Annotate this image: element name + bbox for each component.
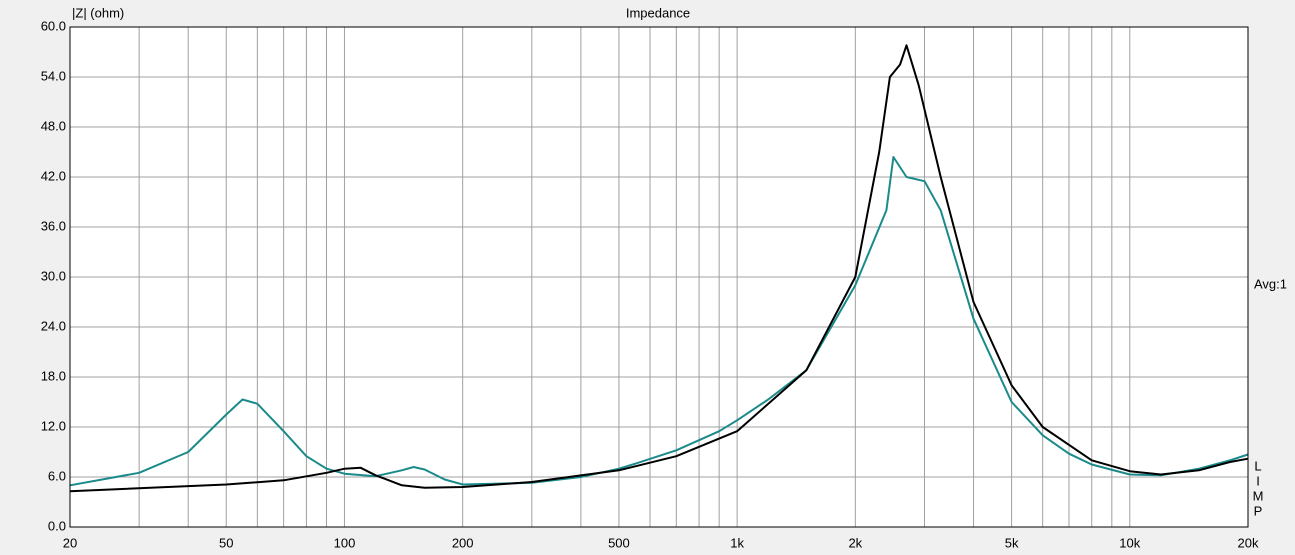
x-tick-label: 10k: [1119, 535, 1140, 550]
y-tick-label: 54.0: [41, 68, 66, 83]
y-tick-label: 42.0: [41, 168, 66, 183]
x-tick-label: 500: [608, 535, 630, 550]
chart-title: Impedance: [626, 5, 690, 20]
x-tick-label: 2k: [848, 535, 862, 550]
y-tick-label: 30.0: [41, 268, 66, 283]
plot-border: [69, 26, 1249, 528]
x-tick-label: 20k: [1238, 535, 1259, 550]
y-tick-label: 48.0: [41, 118, 66, 133]
y-tick-label: 18.0: [41, 368, 66, 383]
x-tick-label: 1k: [730, 535, 744, 550]
x-tick-label: 20: [63, 535, 77, 550]
impedance-curve: [69, 44, 1249, 493]
x-tick-label: 5k: [1005, 535, 1019, 550]
y-tick-label: 12.0: [41, 418, 66, 433]
x-tick-label: 50: [219, 535, 233, 550]
y-tick-label: 6.0: [48, 468, 66, 483]
y-axis-label: |Z| (ohm): [72, 5, 124, 20]
y-tick-label: 24.0: [41, 318, 66, 333]
annotation: Avg:1: [1254, 276, 1287, 291]
y-tick-label: 60.0: [41, 18, 66, 33]
side-letter: I: [1256, 473, 1260, 488]
x-tick-label: 200: [452, 535, 474, 550]
x-tick-label: 100: [334, 535, 356, 550]
side-letter: L: [1254, 458, 1261, 473]
impedance-curve: [69, 156, 1249, 487]
y-tick-label: 36.0: [41, 218, 66, 233]
y-tick-label: 0.0: [48, 518, 66, 533]
side-letter: P: [1254, 503, 1263, 518]
side-letter: M: [1253, 488, 1264, 503]
